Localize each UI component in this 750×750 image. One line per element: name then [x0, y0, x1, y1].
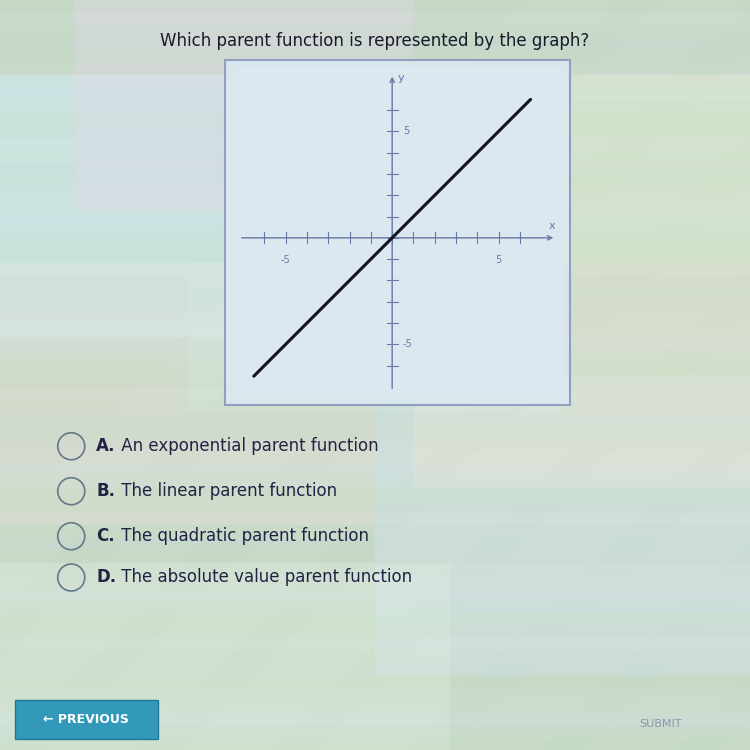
Bar — [0, 512, 750, 525]
Bar — [0, 425, 750, 437]
Bar — [413, 262, 750, 488]
Bar — [0, 400, 750, 412]
Bar — [0, 163, 750, 175]
Bar — [0, 250, 750, 262]
Bar — [15, 700, 158, 739]
Bar — [0, 75, 750, 88]
Bar — [0, 338, 750, 350]
Bar — [0, 625, 750, 638]
Bar — [0, 175, 750, 188]
Bar — [75, 0, 413, 210]
Bar — [0, 313, 750, 325]
Bar — [0, 300, 750, 313]
Bar — [0, 100, 750, 112]
Text: C.: C. — [96, 527, 115, 545]
Bar — [0, 150, 750, 163]
Bar — [0, 25, 750, 38]
Text: -5: -5 — [280, 255, 290, 265]
Text: D.: D. — [96, 568, 116, 586]
Bar — [0, 212, 750, 225]
Bar — [0, 262, 750, 275]
Bar — [0, 362, 750, 375]
Text: The absolute value parent function: The absolute value parent function — [116, 568, 412, 586]
Bar — [0, 587, 750, 600]
Bar — [0, 600, 750, 613]
Bar — [0, 88, 750, 100]
Bar — [0, 388, 750, 400]
Bar — [0, 562, 450, 750]
Bar — [0, 75, 413, 338]
Bar — [0, 575, 750, 587]
Bar — [0, 737, 750, 750]
Bar — [0, 525, 750, 538]
Text: SUBMIT: SUBMIT — [639, 718, 681, 729]
Bar — [0, 437, 750, 450]
Bar — [0, 450, 750, 463]
Bar — [0, 463, 750, 475]
Bar — [0, 675, 750, 688]
Bar — [0, 413, 750, 425]
Bar — [0, 62, 750, 75]
Text: B.: B. — [96, 482, 115, 500]
Text: The quadratic parent function: The quadratic parent function — [116, 527, 369, 545]
Bar — [225, 75, 750, 262]
Bar — [0, 650, 750, 662]
Bar — [188, 262, 562, 413]
Bar — [0, 613, 750, 625]
Bar — [0, 662, 750, 675]
Bar — [0, 38, 750, 50]
Text: A.: A. — [96, 437, 116, 455]
Bar — [0, 538, 750, 550]
Bar — [0, 188, 750, 200]
Text: ← PREVIOUS: ← PREVIOUS — [44, 712, 129, 726]
Bar — [0, 725, 750, 737]
Bar — [375, 375, 750, 675]
Bar — [0, 137, 750, 150]
Text: An exponential parent function: An exponential parent function — [116, 437, 379, 455]
Bar — [0, 112, 750, 125]
Bar — [0, 225, 750, 238]
Bar — [0, 550, 750, 562]
Bar — [0, 488, 750, 500]
Bar — [0, 125, 750, 137]
Text: 5: 5 — [496, 255, 502, 265]
Bar — [0, 350, 750, 362]
Bar — [0, 200, 750, 212]
Bar — [0, 238, 750, 250]
Text: y: y — [398, 74, 404, 83]
Bar — [0, 275, 750, 287]
Bar — [0, 262, 375, 525]
Bar — [0, 638, 750, 650]
Bar — [0, 700, 750, 712]
Bar — [0, 50, 750, 62]
Bar — [0, 0, 750, 13]
Text: -5: -5 — [403, 339, 412, 350]
Bar — [0, 712, 750, 725]
Text: The linear parent function: The linear parent function — [116, 482, 338, 500]
Bar — [225, 60, 570, 405]
Text: 5: 5 — [403, 126, 409, 136]
Bar — [0, 287, 750, 300]
Text: x: x — [548, 221, 555, 231]
Bar — [0, 562, 750, 575]
Text: Which parent function is represented by the graph?: Which parent function is represented by … — [160, 32, 590, 50]
Bar — [0, 475, 750, 488]
Bar — [0, 500, 750, 512]
Bar — [0, 325, 750, 338]
Bar — [0, 375, 750, 388]
Bar — [0, 13, 750, 25]
Bar — [0, 688, 750, 700]
